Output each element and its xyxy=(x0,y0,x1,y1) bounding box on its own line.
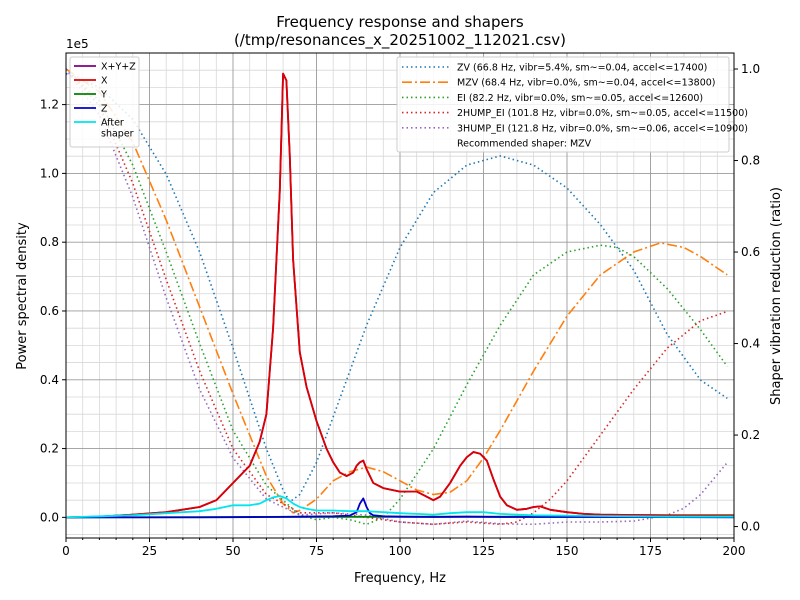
x-tick-label: 25 xyxy=(142,544,157,558)
shaper-lines xyxy=(65,68,728,526)
y-tick-label: 0.6 xyxy=(40,304,59,318)
shaper-line-1 xyxy=(65,68,728,514)
x-tick-label: 125 xyxy=(472,544,495,558)
psd-lines xyxy=(65,72,735,519)
y-tick-label: 0.8 xyxy=(40,235,59,249)
psd-legend-label-1: X xyxy=(101,76,108,87)
psd-line-3 xyxy=(66,497,735,519)
psd-line-1 xyxy=(65,72,734,519)
x-tick-label: 100 xyxy=(389,544,412,558)
chart-subtitle: (/tmp/resonances_x_20251002_112021.csv) xyxy=(234,31,566,50)
psd-legend: X+Y+Z XYZ After shaper xyxy=(69,56,140,148)
shaper-legend-label-1: MZV (68.4 Hz, vibr=0.0%, sm~=0.04, accel… xyxy=(457,78,716,89)
x-tick-label: 75 xyxy=(309,544,324,558)
recommended-shaper-text: Recommended shaper: MZV xyxy=(457,139,592,150)
y-offset-text: 1e5 xyxy=(66,37,89,51)
y2-tick-label: 0.0 xyxy=(741,520,760,534)
psd-legend-label-2: Y xyxy=(100,90,107,101)
shaper-legend-label-0: ZV (66.8 Hz, vibr=5.4%, sm~=0.04, accel<… xyxy=(457,63,707,74)
y2-tick-label: 0.8 xyxy=(741,154,760,168)
y2-axis-label: Shaper vibration reduction (ratio) xyxy=(769,187,784,405)
psd-legend-label-4: After shaper xyxy=(101,118,134,140)
y-tick-label: 1.2 xyxy=(40,98,59,112)
y-tick-label: 0.0 xyxy=(40,510,59,524)
x-axis-label: Frequency, Hz xyxy=(354,571,446,586)
x-tick-label: 200 xyxy=(723,544,746,558)
y2-tick-label: 1.0 xyxy=(741,62,760,76)
x-axis-ticks: 0 25 50 75 100 125 150 175 200 xyxy=(62,538,745,558)
y-tick-label: 0.2 xyxy=(40,442,59,456)
y-tick-label: 1.0 xyxy=(40,166,59,180)
x-tick-label: 175 xyxy=(639,544,662,558)
psd-legend-label-0: X+Y+Z xyxy=(101,62,136,73)
y-axis-label: Power spectral density xyxy=(15,222,30,370)
x-tick-label: 50 xyxy=(225,544,240,558)
y2-tick-label: 0.6 xyxy=(741,245,760,259)
y2-tick-label: 0.4 xyxy=(741,337,760,351)
x-tick-label: 0 xyxy=(62,544,70,558)
y-tick-label: 0.4 xyxy=(40,373,59,387)
y2-axis-ticks: 0.0 0.2 0.4 0.6 0.8 1.0 xyxy=(734,62,760,534)
shaper-legend-label-4: 3HUMP_EI (121.8 Hz, vibr=0.0%, sm~=0.06,… xyxy=(457,123,748,134)
shaper-legend: ZV (66.8 Hz, vibr=5.4%, sm~=0.04, accel<… xyxy=(396,56,748,153)
shaper-legend-box xyxy=(396,56,730,153)
shaper-legend-label-2: EI (82.2 Hz, vibr=0.0%, sm~=0.05, accel<… xyxy=(457,93,703,104)
psd-line-4 xyxy=(65,495,734,519)
y-axis-ticks: 0.0 0.2 0.4 0.6 0.8 1.0 1.2 xyxy=(40,98,66,524)
chart-title: Frequency response and shapers xyxy=(276,13,524,31)
shaper-line-0 xyxy=(65,72,728,504)
y2-tick-label: 0.2 xyxy=(741,428,760,442)
shaper-legend-label-3: 2HUMP_EI (101.8 Hz, vibr=0.0%, sm~=0.05,… xyxy=(457,108,748,119)
psd-legend-label-3: Z xyxy=(101,104,108,115)
x-tick-label: 150 xyxy=(556,544,579,558)
